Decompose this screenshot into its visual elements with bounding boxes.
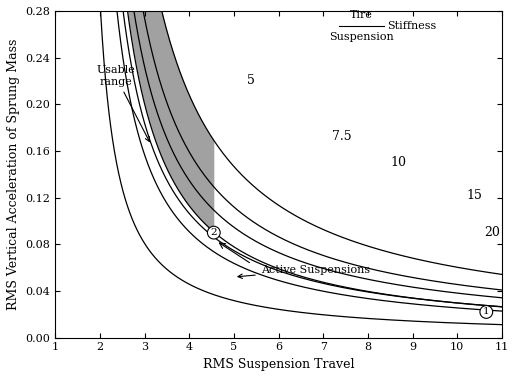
Text: Suspension: Suspension xyxy=(329,32,394,42)
Text: 5: 5 xyxy=(247,74,255,87)
Text: 15: 15 xyxy=(466,189,482,202)
Text: 20: 20 xyxy=(484,226,500,239)
Text: Tire: Tire xyxy=(350,10,373,20)
Text: 10: 10 xyxy=(390,156,406,169)
Text: Stiffness: Stiffness xyxy=(386,21,436,31)
Text: 1: 1 xyxy=(483,307,490,316)
Y-axis label: RMS Vertical Acceleration of Sprung Mass: RMS Vertical Acceleration of Sprung Mass xyxy=(7,39,20,310)
Text: Usable
range: Usable range xyxy=(96,65,150,141)
Text: 7.5: 7.5 xyxy=(332,130,352,144)
Text: Active Suspensions: Active Suspensions xyxy=(238,265,370,279)
X-axis label: RMS Suspension Travel: RMS Suspension Travel xyxy=(203,358,354,371)
Text: 2: 2 xyxy=(211,228,217,237)
